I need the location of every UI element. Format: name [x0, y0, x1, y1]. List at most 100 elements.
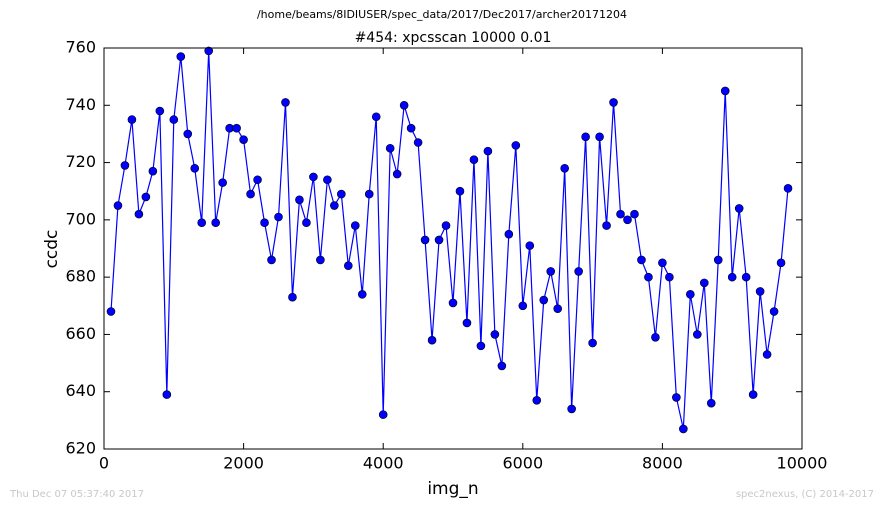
data-point [357, 290, 367, 299]
data-point [113, 201, 123, 210]
data-point [755, 287, 765, 296]
chart-subtitle: #454: xpcsscan 10000 0.01 [355, 30, 552, 46]
data-point [239, 135, 248, 144]
data-point [316, 255, 325, 265]
data-point [378, 410, 388, 419]
data-point [511, 141, 521, 150]
chart-title: /home/beams/8IDIUSER/spec_data/2017/Dec2… [257, 8, 627, 21]
y-tick-label: 740 [65, 95, 96, 114]
data-point [539, 295, 549, 305]
data-point [644, 272, 653, 282]
data-point [350, 221, 360, 230]
x-tick-label: 0 [99, 454, 109, 473]
data-point [302, 218, 311, 228]
data-point [574, 267, 583, 276]
data-point [679, 424, 688, 434]
data-point [448, 298, 458, 308]
data-point [602, 221, 611, 230]
x-tick-label: 4000 [363, 454, 404, 473]
data-point [462, 318, 472, 328]
data-point [455, 186, 465, 196]
data-point [783, 184, 793, 193]
data-point [309, 172, 318, 182]
data-point [420, 235, 430, 245]
data-point [211, 218, 220, 228]
y-tick-label: 620 [65, 439, 96, 458]
data-point [281, 98, 290, 107]
data-point [727, 272, 737, 282]
data-point [218, 178, 227, 187]
data-point [699, 278, 709, 288]
data-point [609, 98, 618, 107]
y-axis-label: ccdc [42, 230, 62, 269]
data-point [295, 195, 304, 205]
data-point [483, 146, 493, 156]
data-point [371, 112, 381, 122]
data-point [127, 115, 137, 124]
x-tick-label: 10000 [777, 454, 828, 473]
data-point [134, 209, 144, 219]
data-point [399, 100, 409, 110]
data-point [581, 132, 590, 142]
data-point [762, 350, 772, 359]
footer-left: Thu Dec 07 05:37:40 2017 [9, 489, 144, 500]
data-point [427, 335, 437, 345]
data-point [476, 341, 486, 351]
data-point [155, 106, 165, 116]
plot-frame [103, 47, 803, 450]
data-point [406, 123, 416, 133]
x-tick-label: 8000 [642, 454, 683, 473]
data-point [183, 129, 193, 139]
data-point [616, 209, 625, 219]
data-point [469, 155, 479, 165]
data-point [567, 404, 576, 414]
data-point [106, 307, 116, 316]
data-line [110, 50, 789, 430]
data-point [141, 192, 151, 202]
data-point [692, 330, 702, 339]
data-point [274, 212, 283, 222]
data-point [434, 235, 444, 245]
data-point [120, 161, 130, 170]
x-axis-label: img_n [427, 479, 478, 499]
data-point [651, 332, 660, 342]
data-point [246, 189, 255, 199]
data-point [672, 393, 681, 402]
data-point [392, 169, 402, 179]
y-tick-label: 700 [65, 209, 96, 228]
data-point [741, 272, 751, 282]
data-point [553, 304, 563, 313]
data-point [176, 52, 186, 61]
data-point [364, 189, 374, 199]
y-tick-label: 720 [65, 152, 96, 171]
data-point [769, 307, 779, 316]
data-point [525, 241, 535, 250]
data-point [734, 204, 744, 213]
y-tick-label: 760 [65, 38, 96, 57]
data-point [288, 292, 297, 302]
footer-right: spec2nexus, (C) 2014-2017 [736, 489, 874, 500]
data-point [490, 330, 500, 339]
data-point [686, 290, 695, 299]
data-point [706, 398, 716, 408]
data-point [169, 115, 179, 124]
y-tick-label: 640 [65, 381, 96, 400]
y-tick-label: 680 [65, 267, 96, 286]
data-point [720, 86, 730, 96]
data-point [518, 301, 528, 311]
data-point [232, 123, 241, 133]
data-point [260, 218, 269, 228]
data-point [748, 390, 758, 399]
data-point [637, 255, 646, 265]
data-point [504, 229, 514, 239]
data-point [658, 258, 667, 268]
data-point [197, 218, 207, 228]
x-tick-label: 6000 [502, 454, 543, 473]
y-tick-label: 660 [65, 324, 96, 343]
data-point [267, 255, 276, 265]
data-point [337, 189, 346, 199]
data-point [204, 46, 213, 56]
data-point [623, 215, 632, 225]
data-point [546, 267, 556, 276]
